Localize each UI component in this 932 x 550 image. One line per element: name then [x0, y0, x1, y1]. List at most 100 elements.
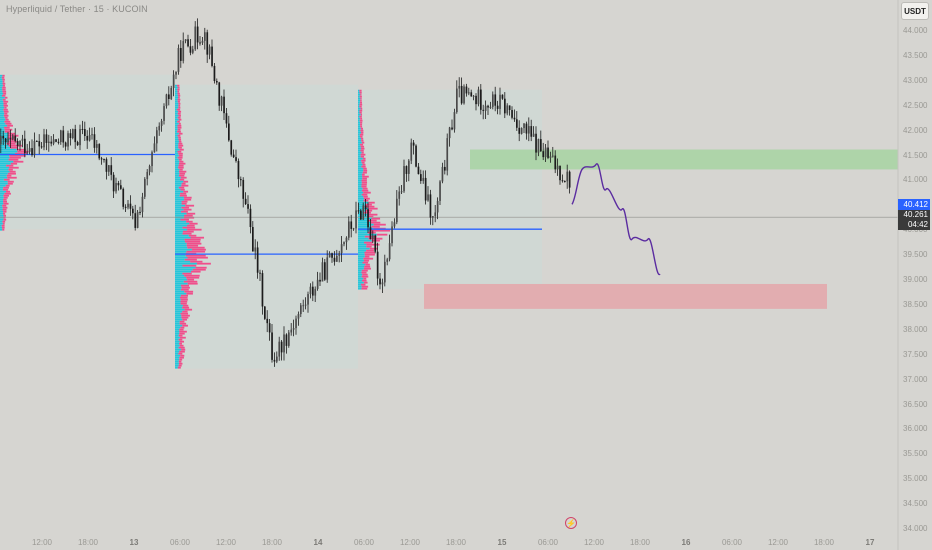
- volume-profile-bar-down: [363, 195, 368, 198]
- volume-profile-bar-down: [178, 364, 182, 367]
- volume-profile-bar-down: [5, 184, 10, 187]
- volume-profile-bar-down: [184, 198, 192, 201]
- candle-body: [494, 94, 497, 106]
- volume-profile-bar-up: [175, 292, 187, 295]
- candle-body: [304, 304, 307, 306]
- volume-profile-bar-up: [0, 166, 10, 169]
- volume-profile-bar-down: [361, 193, 368, 196]
- price-tick-label: 44.000: [903, 26, 928, 35]
- candle-body: [379, 278, 381, 285]
- volume-profile-bar-down: [361, 189, 369, 192]
- candle-body: [374, 235, 377, 252]
- candle-body: [153, 143, 156, 153]
- volume-profile-bar-up: [175, 320, 180, 323]
- candle-body: [420, 174, 422, 181]
- volume-profile-bar-down: [178, 186, 185, 189]
- volume-profile-bar-up: [175, 134, 178, 137]
- candle-body: [559, 165, 561, 181]
- candle-body: [206, 32, 209, 55]
- volume-profile-bar-up: [0, 162, 11, 165]
- volume-profile-bar-down: [177, 90, 180, 93]
- volume-profile-bar-up: [0, 74, 3, 77]
- volume-profile-bar-down: [361, 183, 367, 186]
- volume-profile-bar-up: [358, 97, 361, 100]
- candle-body: [60, 130, 62, 143]
- candle-body: [511, 110, 513, 118]
- volume-profile-bar-down: [7, 176, 17, 179]
- volume-profile-bar-up: [358, 245, 367, 248]
- symbol-title[interactable]: Hyperliquid / Tether · 15 · KUCOIN: [6, 4, 148, 14]
- volume-profile-bar-up: [175, 350, 180, 353]
- volume-profile-bar-up: [358, 125, 361, 128]
- currency-button[interactable]: USDT: [901, 2, 929, 20]
- volume-profile-bar-up: [0, 160, 14, 163]
- volume-profile-bar-down: [183, 216, 195, 219]
- volume-profile-bar-down: [180, 192, 187, 195]
- volume-profile-bar-up: [175, 190, 184, 193]
- volume-profile-bar-up: [175, 302, 181, 305]
- volume-profile-bar-up: [358, 257, 364, 260]
- candle-body: [144, 179, 146, 197]
- volume-profile-bar-down: [182, 230, 194, 233]
- candle-body: [398, 191, 401, 199]
- candle-body: [316, 279, 319, 289]
- candle-body: [405, 166, 408, 174]
- volume-profile-bar-down: [185, 204, 195, 207]
- volume-profile-bar-down: [183, 180, 189, 183]
- volume-profile-bar-down: [179, 296, 188, 299]
- volume-profile-bar-down: [179, 322, 187, 325]
- volume-profile-bar-down: [187, 246, 205, 249]
- volume-profile-bar-down: [9, 166, 19, 169]
- volume-profile-bar-up: [0, 132, 9, 135]
- price-tick-label: 39.000: [903, 275, 928, 284]
- volume-profile-bar-up: [175, 164, 179, 167]
- candle-body: [484, 105, 487, 111]
- volume-profile-bar-down: [368, 207, 378, 210]
- volume-profile-bar-down: [178, 102, 181, 105]
- volume-profile-bar-down: [178, 118, 182, 121]
- volume-profile-bar-down: [178, 146, 182, 149]
- volume-profile-bar-up: [175, 342, 180, 345]
- candle-body: [103, 159, 105, 161]
- volume-profile-bar-up: [0, 206, 3, 209]
- candle-body: [415, 145, 417, 167]
- volume-profile-bar-up: [358, 241, 365, 244]
- volume-profile-bar-up: [175, 104, 179, 107]
- lightning-icon[interactable]: ⚡: [565, 517, 577, 529]
- volume-profile-bar-down: [178, 154, 183, 157]
- volume-profile-bar-down: [3, 198, 7, 201]
- candle-body: [516, 119, 518, 128]
- candle-body: [182, 41, 185, 61]
- volume-profile-bar-up: [175, 260, 191, 263]
- volume-profile-bar-up: [175, 362, 179, 365]
- volume-profile-bar-up: [175, 280, 184, 283]
- volume-profile-bar-up: [0, 122, 6, 125]
- candle-body: [542, 151, 545, 158]
- volume-profile-bar-up: [358, 181, 362, 184]
- volume-profile-bar-up: [358, 129, 361, 132]
- volume-profile-bar-up: [358, 265, 365, 268]
- candle-body: [74, 129, 77, 143]
- price-tick-label: 34.000: [903, 524, 928, 533]
- volume-profile-bar-down: [178, 164, 184, 167]
- volume-profile-bar-down: [4, 192, 11, 195]
- candle-body: [117, 182, 120, 186]
- volume-profile-bar-up: [0, 182, 8, 185]
- volume-profile-bar-down: [362, 171, 367, 174]
- volume-profile-bar-up: [175, 322, 180, 325]
- volume-profile-bar-up: [175, 194, 180, 197]
- volume-profile-bar-up: [358, 107, 361, 110]
- volume-profile-bar-down: [3, 114, 9, 117]
- volume-profile-bar-up: [358, 277, 364, 280]
- volume-profile-bar-up: [175, 282, 188, 285]
- volume-profile-bar-down: [360, 125, 363, 128]
- volume-profile-bar-down: [177, 88, 180, 91]
- volume-profile-bar-up: [175, 132, 179, 135]
- candle-body: [288, 332, 290, 346]
- candle-body: [441, 166, 444, 182]
- volume-profile-bar-up: [175, 326, 181, 329]
- volume-profile-bar-up: [358, 217, 372, 220]
- candle-body: [31, 148, 33, 156]
- volume-profile-bar-down: [362, 211, 371, 214]
